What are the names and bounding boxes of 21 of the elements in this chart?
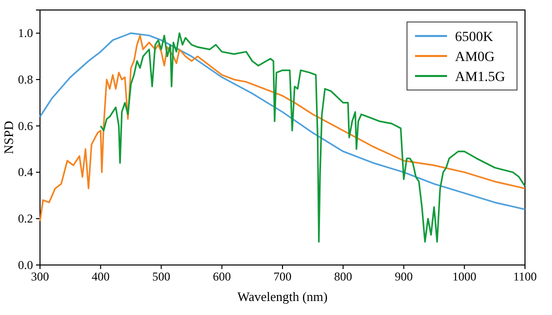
line-series <box>100 32 526 243</box>
y-tick-label: 0.4 <box>18 165 33 180</box>
y-tick-label: 1.0 <box>18 26 33 40</box>
x-tick-label: 800 <box>334 270 352 284</box>
legend-label: 6500K <box>455 30 494 45</box>
x-tick-label: 600 <box>212 270 231 284</box>
x-tick-label: 500 <box>152 270 170 284</box>
y-tick-label: 0.8 <box>18 72 33 86</box>
y-tick-label: 0.0 <box>18 258 33 272</box>
y-tick-label: 0.6 <box>18 118 33 133</box>
x-tick-label: 900 <box>394 270 413 284</box>
x-tick-label: 1000 <box>452 270 476 284</box>
y-tick-label: 0.2 <box>18 211 33 226</box>
x-tick-label: 300 <box>31 270 49 284</box>
x-tick-label: 1100 <box>513 270 537 284</box>
x-tick-label: 700 <box>274 270 292 284</box>
y-axis-title: NSPD <box>1 120 16 154</box>
legend-label: AM0G <box>455 50 495 65</box>
legend-label: AM1.5G <box>455 70 506 85</box>
x-axis-title: Wavelength (nm) <box>237 289 328 304</box>
x-tick-label: 400 <box>92 270 110 284</box>
